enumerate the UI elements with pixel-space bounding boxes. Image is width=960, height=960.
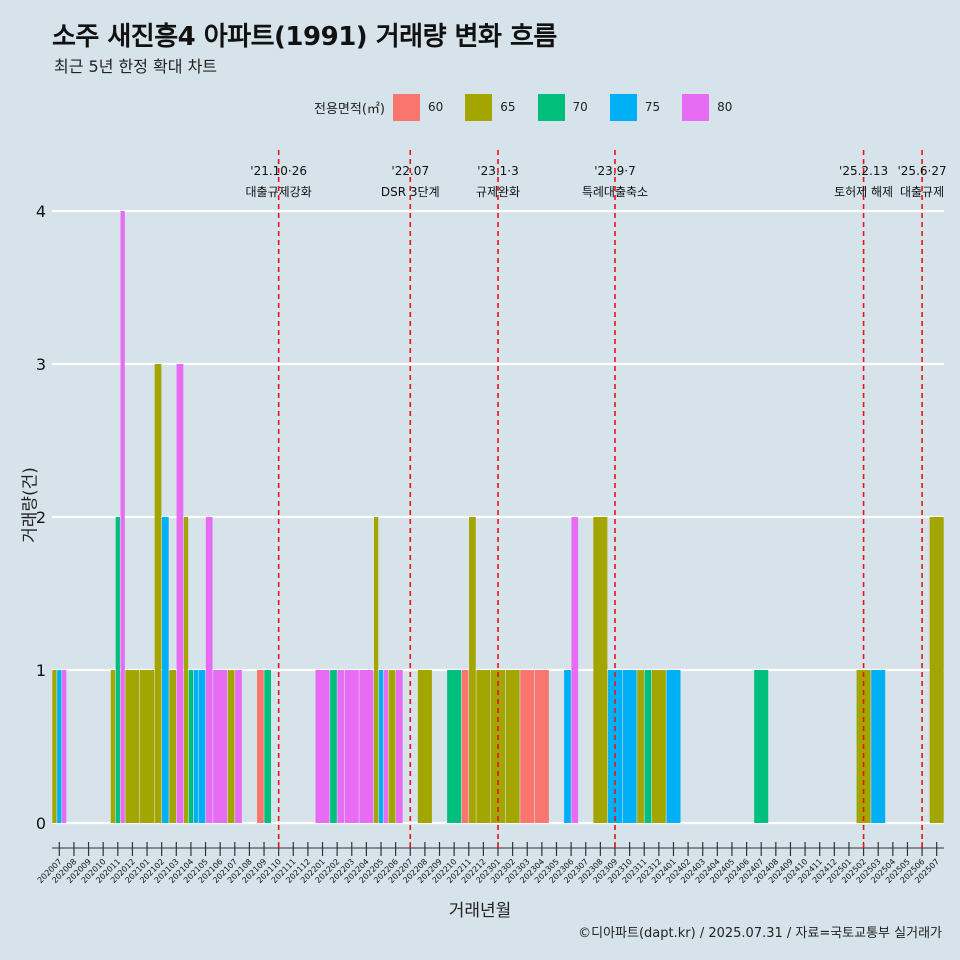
y-axis-label: 거래량(건) bbox=[20, 467, 41, 543]
legend-swatch bbox=[609, 93, 637, 121]
bar-202303-60 bbox=[520, 670, 535, 823]
bar-202401-75 bbox=[666, 670, 681, 823]
bar-202310-75 bbox=[622, 670, 637, 823]
bar-202211-60 bbox=[461, 670, 469, 823]
legend-swatch bbox=[465, 93, 493, 121]
legend-item-65: 65 bbox=[465, 93, 533, 121]
event-date: '21.10·26 bbox=[250, 164, 307, 178]
bar-202308-65 bbox=[593, 517, 608, 823]
bar-202312-65 bbox=[651, 670, 666, 823]
bar-202306-80 bbox=[571, 517, 579, 823]
bar-202304-60 bbox=[534, 670, 549, 823]
bar-202102-75 bbox=[161, 517, 169, 823]
bar-202211-65 bbox=[469, 517, 476, 823]
legend-title: 전용면적(㎡) bbox=[314, 101, 385, 117]
bar-202202-70 bbox=[330, 670, 337, 823]
bar-202208-65 bbox=[417, 670, 432, 823]
bar-202101-65 bbox=[140, 670, 155, 823]
legend-label: 75 bbox=[644, 100, 661, 114]
bar-202104-65 bbox=[183, 517, 189, 823]
event-label: 대출규제강화 bbox=[246, 185, 312, 199]
bar-202203-80 bbox=[344, 670, 359, 823]
bar-202104-75 bbox=[193, 670, 198, 823]
x-axis-label: 거래년월 bbox=[448, 901, 512, 921]
bar-202205-75 bbox=[378, 670, 384, 823]
legend-swatch bbox=[392, 93, 420, 121]
bar-202011-65 bbox=[110, 670, 116, 823]
legend-swatch bbox=[682, 93, 710, 121]
bar-202105-75 bbox=[198, 670, 206, 823]
bar-202302-65 bbox=[505, 670, 520, 823]
legend-item-60: 60 bbox=[392, 93, 461, 121]
bar-202011-80 bbox=[120, 211, 125, 823]
event-date: '23.9·7 bbox=[594, 164, 635, 178]
bar-202109-60 bbox=[257, 670, 264, 823]
bar-202306-75 bbox=[564, 670, 571, 823]
legend-item-70: 70 bbox=[537, 93, 606, 121]
bar-202206-80 bbox=[395, 670, 403, 823]
bar-202007-75 bbox=[57, 670, 62, 823]
bar-202311-70 bbox=[644, 670, 652, 823]
event-label: 대출규제 bbox=[900, 185, 944, 199]
event-date: '25.6·27 bbox=[898, 164, 947, 178]
bar-202007-80 bbox=[62, 670, 67, 823]
event-date: '25.2.13 bbox=[839, 164, 888, 178]
y-tick-label: 4 bbox=[36, 202, 46, 221]
bar-202011-70 bbox=[115, 517, 120, 823]
legend-label: 60 bbox=[427, 100, 444, 114]
bar-202104-70 bbox=[188, 670, 194, 823]
bar-202103-65 bbox=[169, 670, 176, 823]
bar-202103-80 bbox=[176, 364, 184, 823]
bar-202012-65 bbox=[125, 670, 140, 823]
legend-item-75: 75 bbox=[609, 93, 678, 121]
bar-202106-80 bbox=[213, 670, 228, 823]
legend-label: 65 bbox=[500, 100, 516, 114]
credit-text: ©디아파트(dapt.kr) / 2025.07.31 / 자료=국토교통부 실… bbox=[578, 926, 942, 941]
legend-label: 70 bbox=[572, 100, 588, 114]
event-label: 특례대출축소 bbox=[582, 185, 648, 199]
bar-202201-80 bbox=[315, 670, 330, 823]
y-tick-label: 0 bbox=[36, 814, 46, 833]
legend-label: 80 bbox=[717, 100, 733, 114]
event-date: '23.1·3 bbox=[477, 164, 518, 178]
bar-202205-65 bbox=[374, 517, 379, 823]
bar-202210-70 bbox=[447, 670, 462, 823]
bar-202503-75 bbox=[871, 670, 886, 823]
event-label: 토허제 해제 bbox=[834, 185, 893, 199]
legend-swatch bbox=[537, 93, 565, 121]
bar-202204-80 bbox=[359, 670, 374, 823]
bar-202311-65 bbox=[637, 670, 644, 823]
bar-202007-65 bbox=[52, 670, 57, 823]
chart-subtitle: 최근 5년 한정 확대 차트 bbox=[54, 57, 218, 76]
y-tick-label: 3 bbox=[36, 355, 46, 374]
event-label: 규제완화 bbox=[476, 185, 520, 199]
bar-202202-80 bbox=[337, 670, 345, 823]
bar-202206-65 bbox=[388, 670, 396, 823]
y-tick-label: 2 bbox=[36, 508, 46, 527]
bar-202407-70 bbox=[754, 670, 769, 823]
event-date: '22.07 bbox=[391, 164, 429, 178]
bar-202107-65 bbox=[227, 670, 235, 823]
bar-202102-65 bbox=[154, 364, 162, 823]
chart-title: 소주 새진흥4 아파트(1991) 거래량 변화 흐름 bbox=[52, 22, 557, 52]
bar-202205-80 bbox=[383, 670, 389, 823]
legend: 전용면적(㎡) 60 65 70 75 80 bbox=[314, 92, 754, 122]
event-label: DSR 3단계 bbox=[381, 185, 440, 199]
bar-202107-80 bbox=[235, 670, 242, 823]
bar-202507-65 bbox=[929, 517, 944, 823]
bar-202212-65 bbox=[476, 670, 491, 823]
legend-item-80: 80 bbox=[682, 93, 750, 121]
bar-202109-70 bbox=[264, 670, 272, 823]
bar-202105-80 bbox=[205, 517, 213, 823]
y-tick-label: 1 bbox=[36, 661, 46, 680]
